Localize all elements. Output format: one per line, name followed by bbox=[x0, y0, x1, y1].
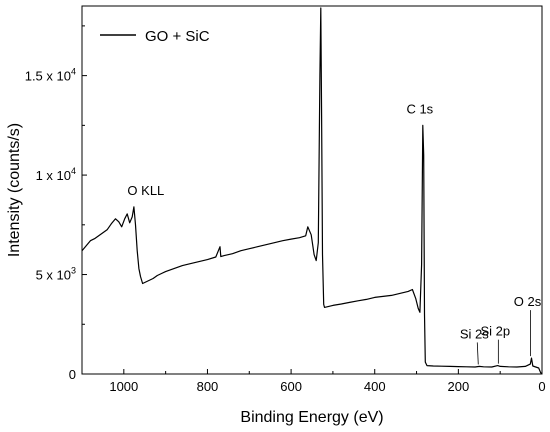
peak-label: O 1s bbox=[284, 0, 312, 3]
y-tick-base: 1 x 10 bbox=[36, 168, 71, 183]
y-tick-base: 0 bbox=[69, 367, 76, 382]
y-tick-label: 5 x 103 bbox=[36, 266, 76, 283]
annotation-leader bbox=[476, 342, 479, 365]
x-tick-label: 600 bbox=[280, 379, 302, 394]
plot-frame bbox=[81, 5, 543, 375]
legend-label: GO + SiC bbox=[145, 28, 210, 45]
y-tick-label: 0 bbox=[69, 367, 76, 382]
y-tick-label: 1 x 104 bbox=[36, 166, 76, 183]
y-tick-exponent: 4 bbox=[71, 166, 76, 176]
x-tick-label: 0 bbox=[538, 379, 545, 394]
peak-label: Si 2p bbox=[481, 324, 511, 339]
y-tick-base: 5 x 10 bbox=[36, 268, 71, 283]
y-tick-label: 1.5 x 104 bbox=[25, 67, 76, 84]
y-axis-title: Intensity (counts/s) bbox=[6, 123, 23, 257]
y-tick-base: 1.5 x 10 bbox=[25, 69, 71, 84]
legend: GO + SiC bbox=[100, 28, 210, 45]
x-axis-ticks: 1000 800 600 400 200 0 bbox=[81, 369, 546, 394]
y-tick-exponent: 3 bbox=[71, 266, 76, 276]
peak-label: O KLL bbox=[127, 183, 164, 198]
x-tick-label: 200 bbox=[448, 379, 470, 394]
x-axis-title: Binding Energy (eV) bbox=[240, 409, 383, 426]
peak-label: Si 2s bbox=[460, 326, 489, 341]
series-line-go-sic bbox=[81, 7, 543, 375]
peak-label: O 2s bbox=[514, 294, 542, 309]
x-tick-label: 400 bbox=[364, 379, 386, 394]
y-tick-exponent: 4 bbox=[71, 67, 76, 77]
x-tick-label: 1000 bbox=[109, 379, 138, 394]
peak-label: C 1s bbox=[406, 101, 433, 116]
x-tick-label: 800 bbox=[197, 379, 219, 394]
